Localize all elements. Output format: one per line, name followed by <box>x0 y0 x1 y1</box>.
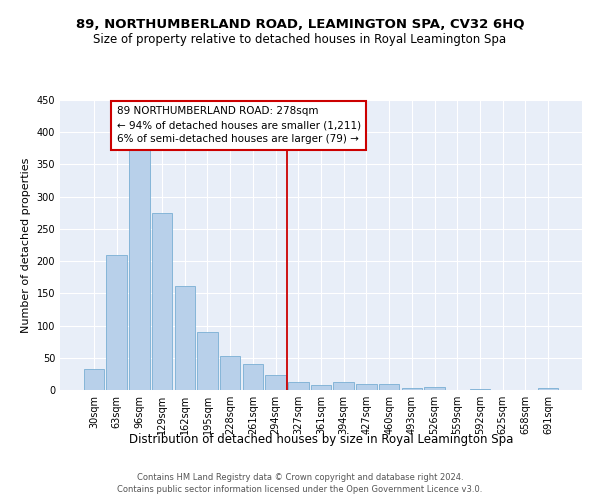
Bar <box>265 374 286 390</box>
Bar <box>129 148 149 390</box>
Bar <box>220 356 241 390</box>
Bar <box>401 388 422 390</box>
Text: Size of property relative to detached houses in Royal Leamington Spa: Size of property relative to detached ho… <box>94 32 506 46</box>
Bar <box>311 386 331 390</box>
Bar <box>197 332 218 390</box>
Bar <box>334 382 354 390</box>
Text: Contains HM Land Registry data © Crown copyright and database right 2024.: Contains HM Land Registry data © Crown c… <box>137 472 463 482</box>
Bar <box>106 254 127 390</box>
Bar <box>175 286 195 390</box>
Text: 89 NORTHUMBERLAND ROAD: 278sqm
← 94% of detached houses are smaller (1,211)
6% o: 89 NORTHUMBERLAND ROAD: 278sqm ← 94% of … <box>116 106 361 144</box>
Bar <box>152 213 172 390</box>
Bar <box>538 388 558 390</box>
Bar <box>379 384 400 390</box>
Bar <box>242 364 263 390</box>
Bar <box>356 384 377 390</box>
Bar <box>470 388 490 390</box>
Text: 89, NORTHUMBERLAND ROAD, LEAMINGTON SPA, CV32 6HQ: 89, NORTHUMBERLAND ROAD, LEAMINGTON SPA,… <box>76 18 524 30</box>
Bar <box>84 370 104 390</box>
Bar <box>288 382 308 390</box>
Y-axis label: Number of detached properties: Number of detached properties <box>21 158 31 332</box>
Text: Distribution of detached houses by size in Royal Leamington Spa: Distribution of detached houses by size … <box>129 432 513 446</box>
Bar <box>424 387 445 390</box>
Text: Contains public sector information licensed under the Open Government Licence v3: Contains public sector information licen… <box>118 485 482 494</box>
